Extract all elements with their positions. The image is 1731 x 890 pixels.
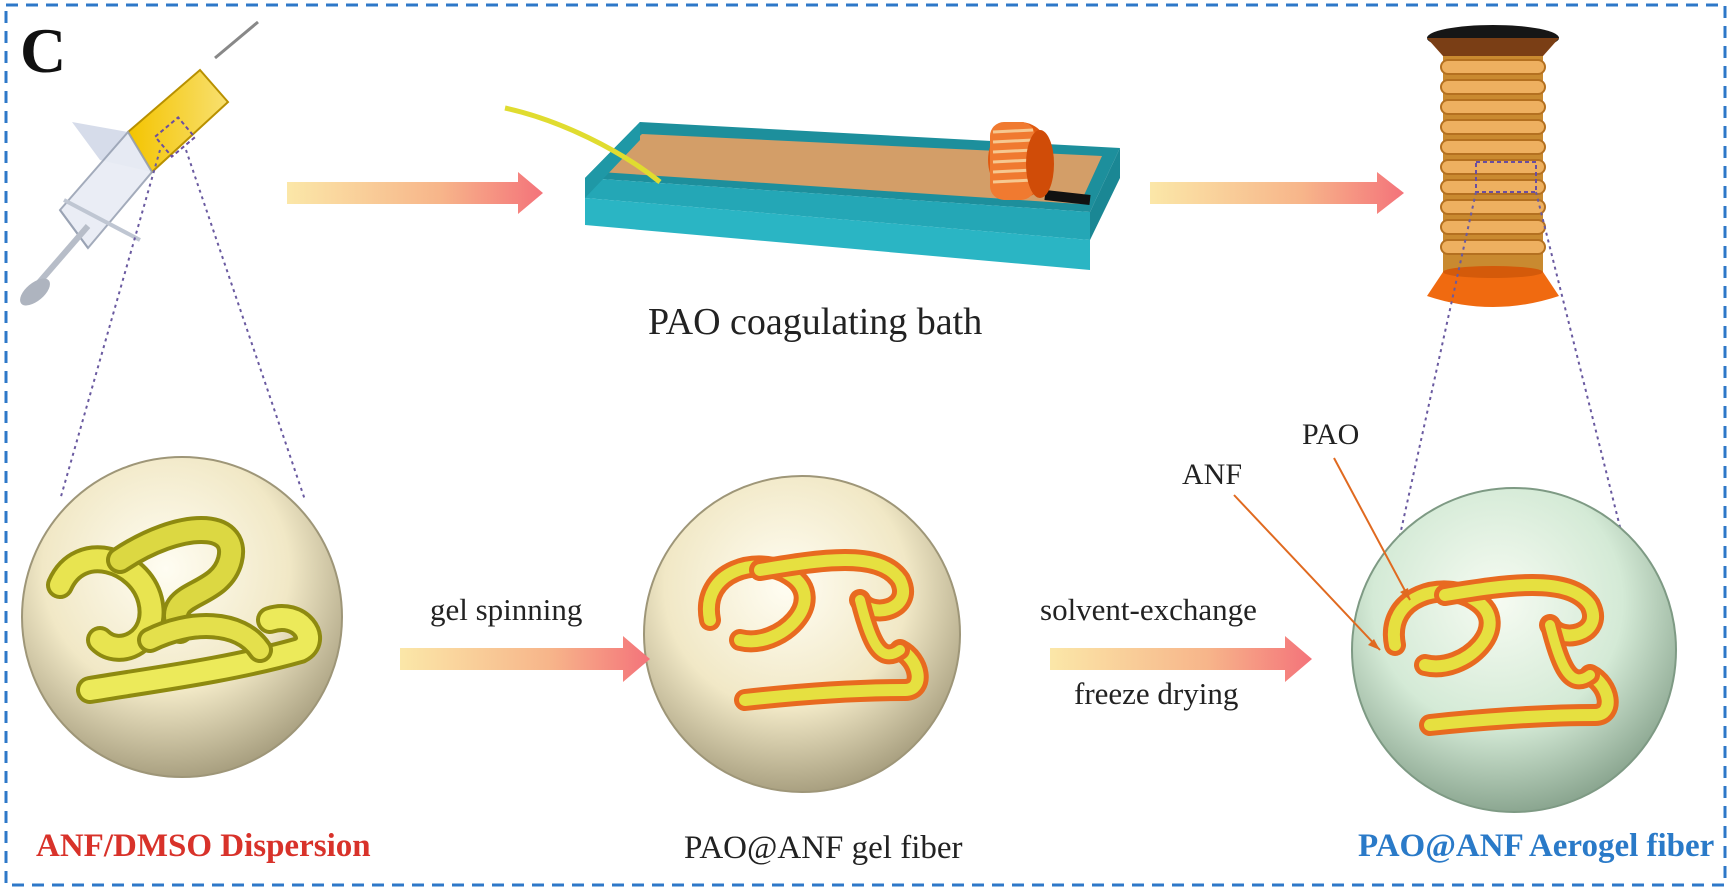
gel-spinning-label: gel spinning bbox=[430, 592, 583, 627]
coagulating-bath bbox=[504, 105, 1120, 270]
arrow-gel-spinning bbox=[400, 636, 650, 682]
bath-label: PAO coagulating bath bbox=[648, 301, 983, 343]
pao-label: PAO bbox=[1302, 418, 1360, 451]
syringe-icon bbox=[20, 20, 259, 306]
gel-fiber-sphere bbox=[643, 475, 961, 793]
dispersion-label: ANF/DMSO Dispersion bbox=[36, 828, 371, 864]
pao-pointer bbox=[1333, 457, 1411, 601]
zoom-line bbox=[59, 149, 161, 501]
panel-label: C bbox=[20, 15, 67, 86]
zoom-line bbox=[185, 149, 306, 501]
solvent-exchange-label: solvent-exchange bbox=[1040, 592, 1257, 627]
arrow-to-spool bbox=[1150, 172, 1404, 214]
anf-pointer bbox=[1233, 494, 1381, 651]
zoom-line bbox=[1399, 191, 1477, 536]
anf-label: ANF bbox=[1182, 458, 1243, 491]
spool-icon bbox=[1427, 25, 1559, 307]
aerogel-fiber-label: PAO@ANF Aerogel fiber bbox=[1358, 828, 1715, 864]
bath-roller-icon bbox=[988, 122, 1054, 200]
dispersion-sphere bbox=[21, 456, 343, 778]
gel-fiber-label: PAO@ANF gel fiber bbox=[684, 830, 963, 866]
arrow-to-bath bbox=[287, 172, 543, 214]
aerogel-fiber-sphere bbox=[1351, 487, 1677, 813]
zoom-line bbox=[1535, 191, 1623, 536]
pao-pointer-head bbox=[1400, 588, 1410, 600]
freeze-drying-label: freeze drying bbox=[1074, 676, 1239, 711]
arrow-solvent-exchange bbox=[1050, 636, 1312, 682]
anf-pointer-head bbox=[1368, 639, 1380, 650]
